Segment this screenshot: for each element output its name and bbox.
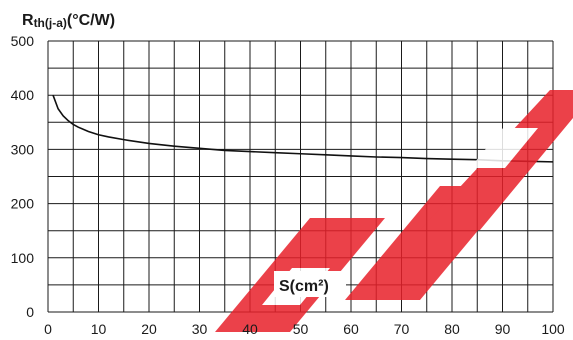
x-tick-label: 60 [343,321,359,337]
x-tick-label: 70 [394,321,410,337]
x-tick-label: 90 [495,321,511,337]
y-tick-labels: 0 100 200 300 400 500 [11,33,35,320]
y-axis-title: Rth(j-a)(°C/W) [22,12,115,30]
y-axis-title-sub: th(j-a) [34,16,67,30]
x-tick-label: 50 [293,321,309,337]
x-tick-label: 80 [444,321,460,337]
y-tick-label: 500 [11,33,35,49]
x-tick-label: 0 [44,321,52,337]
y-tick-label: 100 [11,250,35,266]
y-tick-label: 300 [11,141,35,157]
x-tick-label: 20 [141,321,157,337]
y-axis-title-main: R [22,12,34,29]
x-tick-label: 30 [192,321,208,337]
x-tick-label: 10 [91,321,107,337]
x-axis-title: S(cm²) [279,278,329,295]
x-axis-title-bg [274,271,346,297]
y-tick-label: 0 [26,304,34,320]
series-line-0 [52,94,554,163]
y-axis-title-unit: (°C/W) [67,12,115,29]
y-tick-label: 200 [11,196,35,212]
x-tick-label: 100 [541,321,565,337]
x-tick-labels: 0 10 20 30 40 50 60 70 80 90 100 [44,321,565,337]
watermark-logo [215,90,573,332]
curve-layer [52,94,554,163]
y-tick-label: 400 [11,87,35,103]
x-tick-label: 40 [242,321,258,337]
